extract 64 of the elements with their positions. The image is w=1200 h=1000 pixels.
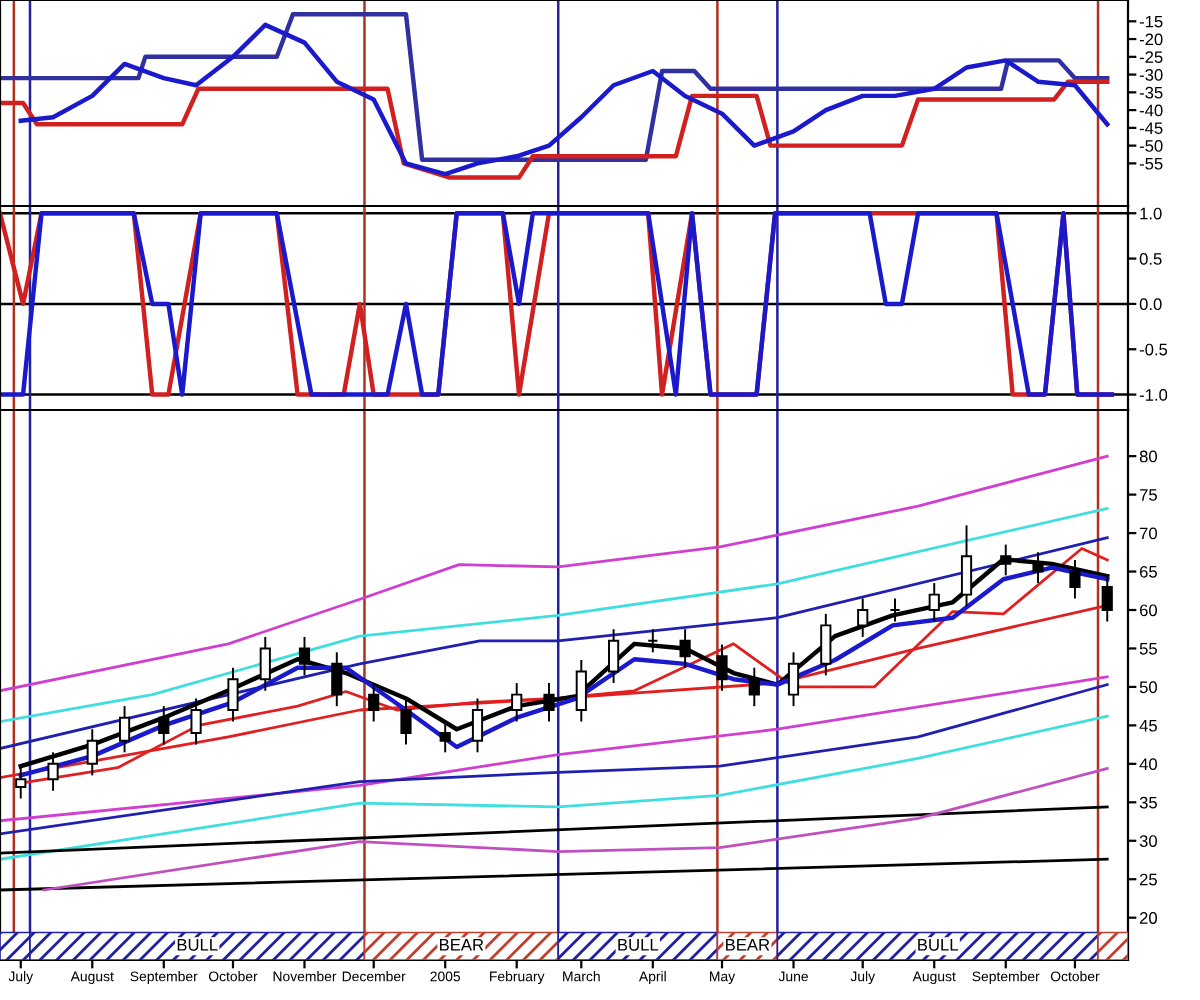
y-tick-label: 50 [1139, 681, 1157, 694]
line-series [0, 536, 1109, 750]
line-series [0, 507, 1109, 723]
candlestick [748, 666, 760, 708]
candlestick [368, 682, 380, 723]
candlestick [298, 635, 311, 677]
candlestick [227, 666, 239, 723]
line-series [18, 22, 1110, 177]
candlestick [471, 697, 484, 754]
y-tick-label: -25 [1139, 51, 1163, 64]
candlestick [679, 628, 691, 669]
candlestick [928, 582, 940, 623]
y-tick-label: 25 [1139, 873, 1157, 886]
band-label: BULL [918, 939, 958, 951]
y-tick-label: 1.0 [1140, 207, 1162, 220]
y-tick-label: 20 [1139, 912, 1157, 924]
candlestick [608, 628, 620, 685]
y-tick-label: 30 [1139, 835, 1157, 847]
band-label: BEAR [440, 939, 484, 951]
candlestick [857, 597, 869, 638]
y-tick-label: 35 [1139, 796, 1157, 809]
line-series [0, 454, 1109, 693]
candlestick [259, 635, 271, 692]
y-tick-label: 55 [1139, 643, 1157, 655]
candlestick [190, 697, 202, 746]
candlestick [439, 720, 451, 754]
candlestick [511, 682, 523, 723]
y-tick-label: -35 [1139, 86, 1163, 99]
y-tick-label: -45 [1139, 122, 1163, 135]
candlestick [787, 651, 800, 708]
band-label: BEAR [726, 939, 770, 951]
y-tick-label: 60 [1139, 604, 1157, 617]
line-series [42, 767, 1109, 892]
candlestick [820, 612, 832, 677]
candlestick [647, 628, 659, 654]
line-series [0, 11, 1110, 163]
y-tick-label: -55 [1139, 157, 1163, 170]
y-tick-label: -1.0 [1139, 388, 1168, 401]
y-tick-label: -20 [1139, 33, 1163, 46]
candlestick [889, 597, 901, 623]
y-tick-label: -50 [1139, 140, 1163, 152]
y-tick-label: 80 [1139, 450, 1157, 463]
y-tick-label: 65 [1139, 565, 1157, 578]
band-label: BULL [618, 939, 659, 951]
y-tick-label: 0.0 [1139, 298, 1162, 311]
y-tick-label: -15 [1139, 15, 1163, 28]
candlestick [118, 705, 131, 754]
y-tick-label: 0.5 [1139, 252, 1162, 265]
y-tick-label: 45 [1139, 719, 1157, 732]
y-tick-label: 70 [1139, 527, 1157, 540]
line-series [0, 79, 1110, 180]
band-label: BULL [177, 939, 218, 951]
y-tick-label: 75 [1139, 489, 1157, 501]
candlestick [400, 697, 412, 746]
candlestick [575, 659, 587, 723]
candlestick [158, 705, 170, 746]
y-tick-label: -40 [1139, 104, 1163, 117]
y-tick-label: -30 [1139, 68, 1163, 81]
y-tick-label: -0.5 [1139, 343, 1168, 356]
candlestick [716, 643, 728, 692]
y-tick-label: 40 [1139, 758, 1157, 771]
candlestick [543, 682, 555, 723]
candlestick [331, 651, 343, 708]
line-series [0, 714, 1109, 861]
